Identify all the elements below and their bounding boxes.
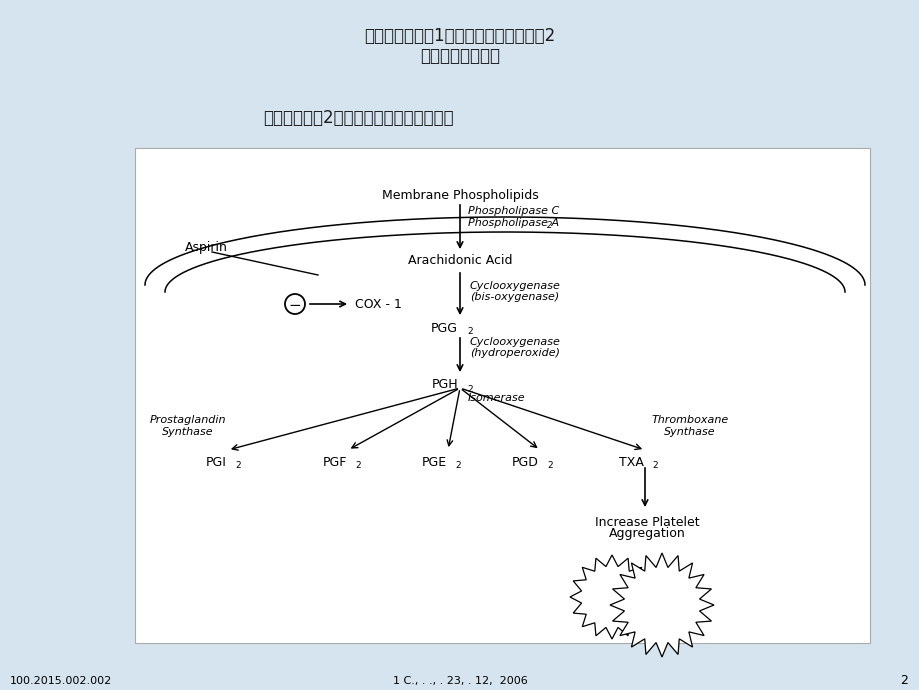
Text: Cyclooxygenase: Cyclooxygenase — [470, 337, 561, 347]
Text: PGI: PGI — [206, 455, 227, 469]
Text: −: − — [289, 297, 301, 313]
Text: (bis-oxygenase): (bis-oxygenase) — [470, 292, 559, 302]
Text: 2: 2 — [547, 221, 551, 230]
Text: PGE: PGE — [422, 455, 447, 469]
Text: 阿司匹林抑制2激活血小板聚集的作用路径: 阿司匹林抑制2激活血小板聚集的作用路径 — [263, 109, 453, 127]
Text: 1 C., . ., . 23, . 12,  2006: 1 C., . ., . 23, . 12, 2006 — [392, 676, 527, 686]
Text: TXA: TXA — [618, 455, 643, 469]
Text: 100.2015.002.002: 100.2015.002.002 — [10, 676, 112, 686]
Text: 2: 2 — [234, 462, 241, 471]
Text: 阿司匹林通过使1不可逆乙酰化进而抑制2: 阿司匹林通过使1不可逆乙酰化进而抑制2 — [364, 27, 555, 45]
Text: Arachidonic Acid: Arachidonic Acid — [407, 255, 512, 268]
Polygon shape — [609, 553, 713, 657]
Text: Aspirin: Aspirin — [185, 241, 228, 255]
Text: Isomerase: Isomerase — [468, 393, 525, 403]
Text: (hydroperoxide): (hydroperoxide) — [470, 348, 560, 358]
Text: 2: 2 — [455, 462, 460, 471]
Text: 2: 2 — [355, 462, 360, 471]
FancyBboxPatch shape — [135, 148, 869, 643]
Text: Synthase: Synthase — [162, 427, 213, 437]
Text: COX - 1: COX - 1 — [355, 297, 402, 310]
Text: PGH: PGH — [431, 379, 458, 391]
Text: 2: 2 — [547, 462, 552, 471]
Text: 发挥抗血小板作用: 发挥抗血小板作用 — [420, 47, 499, 65]
Text: 2: 2 — [899, 675, 907, 687]
Text: 2: 2 — [652, 462, 657, 471]
Polygon shape — [570, 555, 653, 639]
Text: Increase Platelet: Increase Platelet — [594, 515, 698, 529]
Text: Cyclooxygenase: Cyclooxygenase — [470, 281, 561, 291]
Text: Synthase: Synthase — [664, 427, 715, 437]
Text: 2: 2 — [467, 384, 472, 393]
Text: Phospholipase C: Phospholipase C — [468, 206, 559, 216]
Text: PGD: PGD — [512, 455, 539, 469]
Text: 2: 2 — [467, 328, 472, 337]
Text: Aggregation: Aggregation — [608, 527, 685, 540]
Text: PGF: PGF — [323, 455, 346, 469]
Text: PGG: PGG — [430, 322, 458, 335]
Text: Thromboxane: Thromboxane — [651, 415, 728, 425]
Text: Phospholipase A: Phospholipase A — [468, 218, 559, 228]
Text: Prostaglandin: Prostaglandin — [150, 415, 226, 425]
Text: Membrane Phospholipids: Membrane Phospholipids — [381, 188, 538, 201]
